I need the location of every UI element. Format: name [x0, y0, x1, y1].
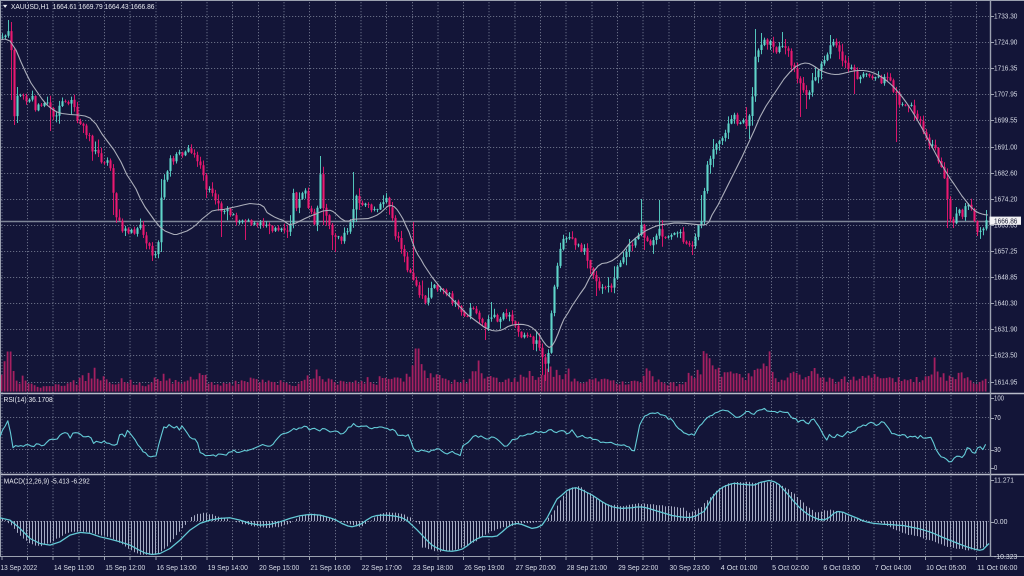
svg-text:1674.20: 1674.20	[994, 195, 1017, 204]
svg-text:1724.90: 1724.90	[994, 38, 1017, 47]
svg-text:1733.30: 1733.30	[994, 12, 1017, 21]
svg-text:14 Sep 11:00: 14 Sep 11:00	[54, 563, 94, 572]
svg-text:27 Sep 20:00: 27 Sep 20:00	[516, 563, 556, 572]
svg-text:7 Oct 04:00: 7 Oct 04:00	[875, 563, 912, 572]
svg-text:1699.55: 1699.55	[994, 116, 1017, 125]
svg-text:1707.95: 1707.95	[994, 90, 1017, 99]
svg-text:1665.65: 1665.65	[994, 221, 1017, 230]
svg-text:100: 100	[994, 394, 1004, 403]
svg-text:6 Oct 03:00: 6 Oct 03:00	[823, 563, 860, 572]
svg-text:MACD(12,26,9) -5.413 -6.292: MACD(12,26,9) -5.413 -6.292	[4, 477, 90, 486]
svg-text:1682.60: 1682.60	[994, 169, 1017, 178]
svg-text:4 Oct 01:00: 4 Oct 01:00	[721, 563, 758, 572]
svg-text:1691.00: 1691.00	[994, 143, 1017, 152]
svg-text:1666.86: 1666.86	[994, 216, 1017, 225]
svg-text:1640.30: 1640.30	[994, 299, 1017, 308]
svg-text:0: 0	[994, 463, 997, 472]
svg-text:XAUUSD,H1 1664.61 1669.79 166: XAUUSD,H1 1664.61 1669.79 1664.43 1666.8…	[11, 2, 155, 11]
svg-text:1657.25: 1657.25	[994, 247, 1017, 256]
svg-text:0.00: 0.00	[994, 517, 1007, 526]
svg-text:30: 30	[994, 445, 1001, 454]
svg-text:11 Oct 06:00: 11 Oct 06:00	[977, 563, 1017, 572]
svg-text:26 Sep 19:00: 26 Sep 19:00	[464, 563, 504, 572]
svg-text:30 Sep 23:00: 30 Sep 23:00	[670, 563, 710, 572]
svg-text:16 Sep 13:00: 16 Sep 13:00	[157, 563, 197, 572]
svg-text:11.271: 11.271	[994, 476, 1014, 485]
svg-text:22 Sep 17:00: 22 Sep 17:00	[362, 563, 402, 572]
svg-text:10 Oct 05:00: 10 Oct 05:00	[926, 563, 966, 572]
svg-text:RSI(14) 36.1708: RSI(14) 36.1708	[4, 395, 53, 404]
svg-text:29 Sep 22:00: 29 Sep 22:00	[618, 563, 658, 572]
svg-text:20 Sep 15:00: 20 Sep 15:00	[259, 563, 299, 572]
svg-text:13 Sep 2022: 13 Sep 2022	[1, 563, 38, 572]
svg-text:1623.50: 1623.50	[994, 351, 1017, 360]
svg-text:-10.323: -10.323	[994, 552, 1017, 561]
svg-text:1648.85: 1648.85	[994, 273, 1017, 282]
svg-text:19 Sep 14:00: 19 Sep 14:00	[208, 563, 248, 572]
svg-text:15 Sep 12:00: 15 Sep 12:00	[105, 563, 145, 572]
svg-text:1716.35: 1716.35	[994, 64, 1017, 73]
svg-text:1631.90: 1631.90	[994, 325, 1017, 334]
svg-text:5 Oct 02:00: 5 Oct 02:00	[772, 563, 809, 572]
svg-text:70: 70	[994, 413, 1001, 422]
svg-text:1614.95: 1614.95	[994, 378, 1017, 387]
svg-text:23 Sep 18:00: 23 Sep 18:00	[413, 563, 453, 572]
svg-text:28 Sep 21:00: 28 Sep 21:00	[567, 563, 607, 572]
svg-text:21 Sep 16:00: 21 Sep 16:00	[310, 563, 350, 572]
